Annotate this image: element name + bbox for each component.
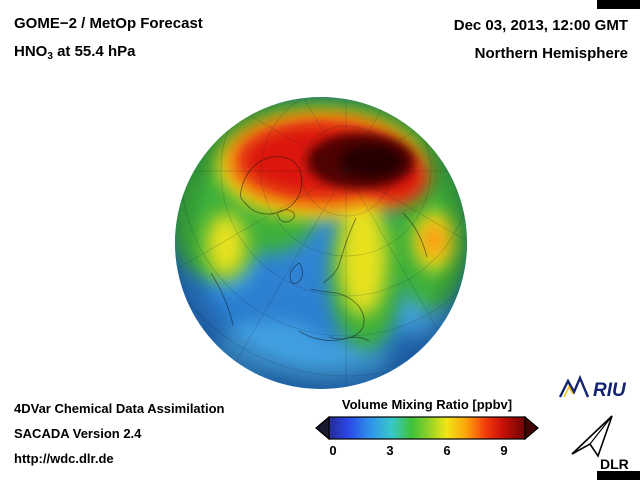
datetime-label: Dec 03, 2013, 12:00 GMT <box>453 17 628 34</box>
colorbar-gradient <box>328 416 526 440</box>
tick-6: 6 <box>443 443 451 458</box>
url-label: http://wdc.dlr.de <box>14 451 114 466</box>
version-label: SACADA Version 2.4 <box>14 426 142 441</box>
riu-logo-mark <box>558 374 590 398</box>
globe-map <box>175 97 467 389</box>
colorbar <box>315 416 539 440</box>
product-title: GOME−2 / MetOp Forecast <box>14 15 203 32</box>
colorbar-title: Volume Mixing Ratio [ppbv] <box>341 397 513 412</box>
colorbar-ticks: 0 3 6 9 <box>315 443 539 459</box>
riu-logo: RIU <box>558 374 627 401</box>
dlr-logo-mark-line <box>589 415 613 445</box>
hno3-field <box>175 97 467 389</box>
rim-shading <box>175 97 467 389</box>
header-left: GOME−2 / MetOp Forecast HNO3 at 55.4 hPa <box>14 10 203 71</box>
dlr-logo: DLR <box>571 415 629 472</box>
riu-logo-accent <box>563 385 574 398</box>
tick-9: 9 <box>500 443 508 458</box>
corner-marker-top-right <box>597 0 640 9</box>
hemisphere-label: Northern Hemisphere <box>474 45 628 62</box>
corner-marker-bottom-right <box>597 471 640 480</box>
dlr-logo-mark <box>571 415 613 458</box>
species-level-label: HNO3 at 55.4 hPa <box>14 43 136 62</box>
footer-left: 4DVar Chemical Data Assimilation SACADA … <box>14 396 225 471</box>
dlr-logo-text: DLR <box>600 456 629 472</box>
header-right: Dec 03, 2013, 12:00 GMT Northern Hemisph… <box>454 12 628 68</box>
colorbar-left-arrow <box>315 416 330 440</box>
tick-0: 0 <box>329 443 337 458</box>
subscript: 3 <box>47 51 53 62</box>
riu-logo-text: RIU <box>593 380 627 401</box>
colorbar-right-arrow <box>524 416 539 440</box>
assimilation-label: 4DVar Chemical Data Assimilation <box>14 401 225 416</box>
tick-3: 3 <box>386 443 394 458</box>
